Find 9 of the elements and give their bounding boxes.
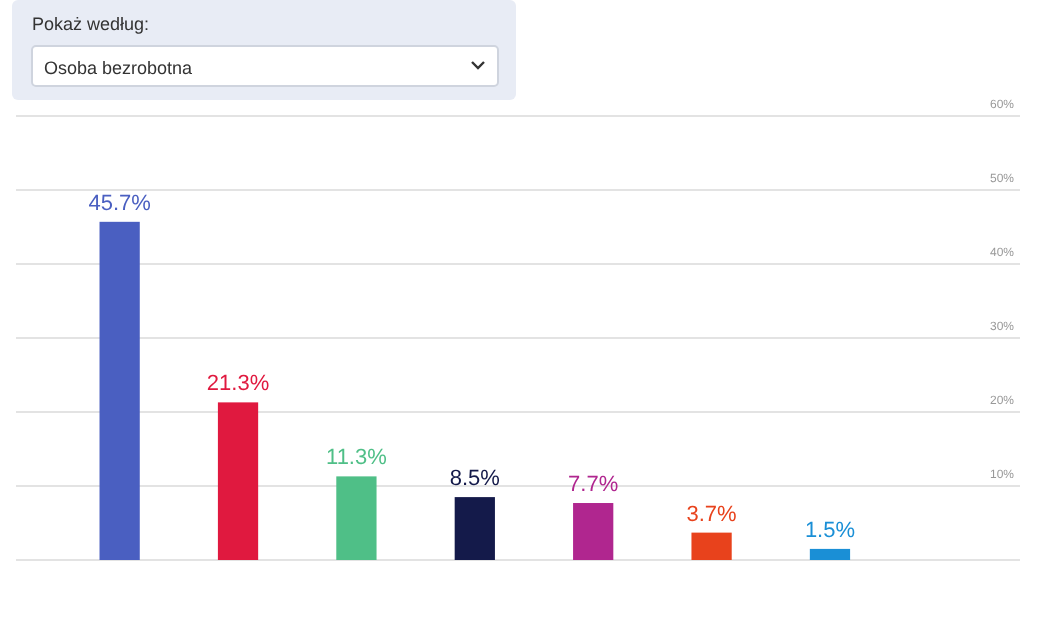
data-label: 3.7% (686, 502, 738, 527)
data-label: 8.5% (449, 467, 501, 492)
text: Pokaż według: (32, 14, 150, 34)
text: Osoba bezrobotna (44, 58, 193, 78)
data-label: 45.7% (88, 191, 152, 216)
data-label: 11.3% (326, 446, 388, 471)
data-label: 21.3% (206, 372, 270, 397)
data-label: 7.7% (568, 473, 619, 498)
data-label: 1.5% (804, 518, 856, 543)
